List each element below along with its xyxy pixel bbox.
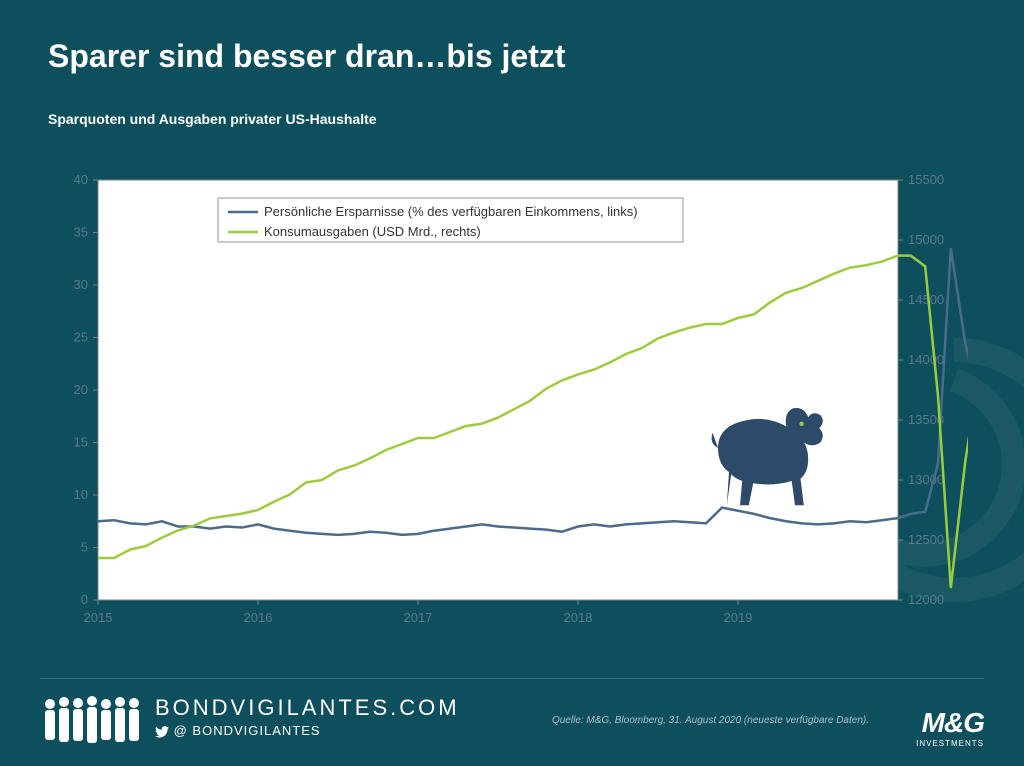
- svg-text:2016: 2016: [244, 610, 273, 625]
- svg-text:20: 20: [74, 382, 88, 397]
- slide: Sparer sind besser dran…bis jetzt Sparqu…: [0, 0, 1024, 766]
- svg-text:5: 5: [81, 540, 88, 555]
- chart: 0510152025303540120001250013000135001400…: [48, 170, 968, 640]
- footer-divider: [40, 678, 984, 679]
- footer-brand: BONDVIGILANTES.COM @ BONDVIGILANTES: [155, 695, 460, 738]
- svg-text:Persönliche Ersparnisse (% des: Persönliche Ersparnisse (% des verfügbar…: [264, 204, 638, 219]
- svg-text:0: 0: [81, 592, 88, 607]
- svg-text:13000: 13000: [908, 472, 944, 487]
- svg-text:15500: 15500: [908, 172, 944, 187]
- svg-text:30: 30: [74, 277, 88, 292]
- svg-text:15: 15: [74, 435, 88, 450]
- chart-subtitle: Sparquoten und Ausgaben privater US-Haus…: [0, 75, 1024, 127]
- source-note: Quelle: M&G, Bloomberg, 31. August 2020 …: [552, 715, 869, 726]
- svg-text:35: 35: [74, 225, 88, 240]
- svg-text:Konsumausgaben (USD Mrd., rech: Konsumausgaben (USD Mrd., rechts): [264, 224, 481, 239]
- page-title: Sparer sind besser dran…bis jetzt: [0, 0, 1024, 75]
- svg-text:10: 10: [74, 487, 88, 502]
- svg-text:12000: 12000: [908, 592, 944, 607]
- site-url: BONDVIGILANTES.COM: [155, 695, 460, 721]
- footer: BONDVIGILANTES.COM @ BONDVIGILANTES Quel…: [0, 678, 1024, 766]
- logo-main: M&G: [916, 707, 984, 739]
- twitter-icon: [155, 726, 169, 738]
- svg-text:14000: 14000: [908, 352, 944, 367]
- twitter-handle: @ BONDVIGILANTES: [155, 723, 460, 738]
- svg-text:2017: 2017: [404, 610, 433, 625]
- logo-sub: INVESTMENTS: [916, 739, 984, 748]
- svg-text:2018: 2018: [564, 610, 593, 625]
- svg-text:12500: 12500: [908, 532, 944, 547]
- svg-text:2019: 2019: [724, 610, 753, 625]
- chart-svg: 0510152025303540120001250013000135001400…: [48, 170, 968, 640]
- svg-text:25: 25: [74, 330, 88, 345]
- svg-text:2015: 2015: [84, 610, 113, 625]
- svg-text:14500: 14500: [908, 292, 944, 307]
- svg-text:15000: 15000: [908, 232, 944, 247]
- twitter-handle-text: BONDVIGILANTES: [192, 723, 320, 738]
- svg-text:40: 40: [74, 172, 88, 187]
- mg-logo: M&G INVESTMENTS: [916, 707, 984, 748]
- people-icon: [40, 692, 145, 748]
